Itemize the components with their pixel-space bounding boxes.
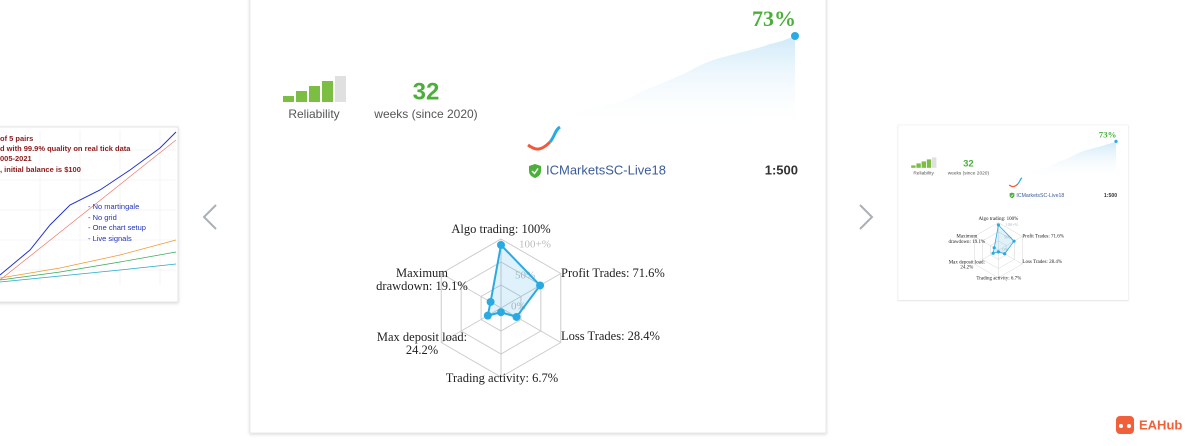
reliability-bar xyxy=(932,157,937,168)
radar-ring-label: 100+% xyxy=(519,239,551,251)
radar-spoke xyxy=(998,236,1023,251)
trend-line xyxy=(0,139,177,281)
growth-line xyxy=(527,140,552,151)
equity-line xyxy=(0,131,177,276)
reliability-bar xyxy=(296,91,307,102)
reliability-bar xyxy=(911,165,916,168)
growth-line xyxy=(1008,183,1019,188)
reliability-bar xyxy=(926,159,932,168)
feature: - One chart setup xyxy=(88,223,146,232)
radar-point xyxy=(483,311,492,320)
pair-line xyxy=(0,239,177,279)
signal-card[interactable]: Reliability 32 weeks (since 2020) 73% ICMark… xyxy=(249,0,827,434)
radar-label: Loss Trades: 28.4% xyxy=(1022,260,1062,265)
radar-point xyxy=(536,281,545,290)
next-arrow[interactable] xyxy=(859,204,874,230)
brand-icon-eye xyxy=(1119,424,1123,428)
feature: - Live signals xyxy=(88,234,132,243)
brand-icon-eye xyxy=(1127,424,1131,428)
weeks-value: 32 xyxy=(963,159,974,170)
account: ICMarketsSC-Live18 xyxy=(1016,193,1064,199)
shield-check xyxy=(1010,194,1014,197)
left-card[interactable]: of 5 pairs d with 99.9% quality on real … xyxy=(0,126,179,303)
growth: 73% xyxy=(752,6,796,31)
radar-label: Maximum xyxy=(396,266,448,280)
growth-end xyxy=(791,32,799,40)
reliability-bar xyxy=(335,76,346,102)
reliability-bar xyxy=(921,161,926,168)
radar-label: Maximum xyxy=(956,235,977,240)
reliability-bar xyxy=(322,81,333,102)
growth-area xyxy=(1018,141,1116,179)
prev-arrow[interactable] xyxy=(202,204,217,230)
feature: - No martingale xyxy=(88,202,139,211)
reliability-bar xyxy=(309,86,320,102)
radar-label: 24.2% xyxy=(406,343,438,357)
radar-spoke xyxy=(998,250,1023,265)
radar-point xyxy=(996,223,1000,227)
shield-icon xyxy=(529,164,541,178)
brand-logo[interactable]: EAHub xyxy=(1116,416,1182,434)
radar-label: Max deposit load: xyxy=(949,260,985,265)
desc-line: d with 99.9% quality on real tick data xyxy=(0,144,131,153)
radar-label: Algo trading: 100% xyxy=(451,222,550,236)
desc-line: of 5 pairs xyxy=(0,134,33,143)
reliability-bar xyxy=(916,163,921,168)
growth-line xyxy=(548,125,561,143)
radar-point xyxy=(512,312,521,321)
radar-ring-label: 50% xyxy=(1004,234,1012,239)
radar-ring-label: 0% xyxy=(1002,247,1008,252)
radar-ring-label: 50% xyxy=(515,270,535,282)
radar-label: Loss Trades: 28.4% xyxy=(561,329,660,343)
radar-label: Max deposit load: xyxy=(377,330,467,344)
pair-line xyxy=(0,251,177,281)
radar-point xyxy=(996,250,1000,254)
radar-point xyxy=(992,246,996,250)
shield-check xyxy=(531,168,539,175)
leverage: 1:500 xyxy=(765,162,798,177)
leverage: 1:500 xyxy=(1104,193,1117,199)
radar-label: 24.2% xyxy=(960,266,973,271)
radar-label: drawdown: 19.1% xyxy=(948,240,985,245)
shield-icon xyxy=(1009,192,1015,199)
feature: - No grid xyxy=(88,213,117,222)
radar-point xyxy=(497,308,505,317)
radar-point xyxy=(1012,239,1016,243)
growth-end xyxy=(1114,139,1118,143)
chart-grid xyxy=(0,130,176,285)
weeks-label: weeks (since 2020) xyxy=(948,170,990,176)
radar-ring-label: 100+% xyxy=(1006,222,1019,227)
account: ICMarketsSC-Live18 xyxy=(546,162,666,177)
radar-spoke xyxy=(500,307,562,343)
growth-area xyxy=(550,36,795,130)
weeks-value: 32 xyxy=(413,78,440,105)
reliability-label: Reliability xyxy=(288,107,339,121)
radar-point xyxy=(486,297,495,306)
brand-name: EAHub xyxy=(1139,417,1182,432)
radar-point xyxy=(497,241,505,249)
radar-label: Profit Trades: 71.6% xyxy=(561,266,665,280)
radar-point xyxy=(991,251,995,255)
growth-line xyxy=(1017,177,1023,185)
growth: 73% xyxy=(1099,129,1117,139)
reliability-label: Reliability xyxy=(913,170,934,176)
radar-label: Trading activity: 6.7% xyxy=(446,371,558,385)
radar-spoke xyxy=(500,273,562,309)
brand-icon xyxy=(1116,416,1134,434)
radar-label: drawdown: 19.1% xyxy=(376,279,468,293)
desc-line: 005-2021 xyxy=(0,154,32,163)
weeks-label: weeks (since 2020) xyxy=(373,107,477,121)
radar-point xyxy=(1002,252,1007,256)
desc-line: , initial balance is $100 xyxy=(0,165,81,174)
pair-line xyxy=(0,263,177,283)
radar-label: Trading activity: 6.7% xyxy=(976,277,1021,282)
radar-label: Algo trading: 100% xyxy=(979,217,1019,222)
reliability-bar xyxy=(283,96,294,102)
radar-label: Profit Trades: 71.6% xyxy=(1022,235,1064,240)
